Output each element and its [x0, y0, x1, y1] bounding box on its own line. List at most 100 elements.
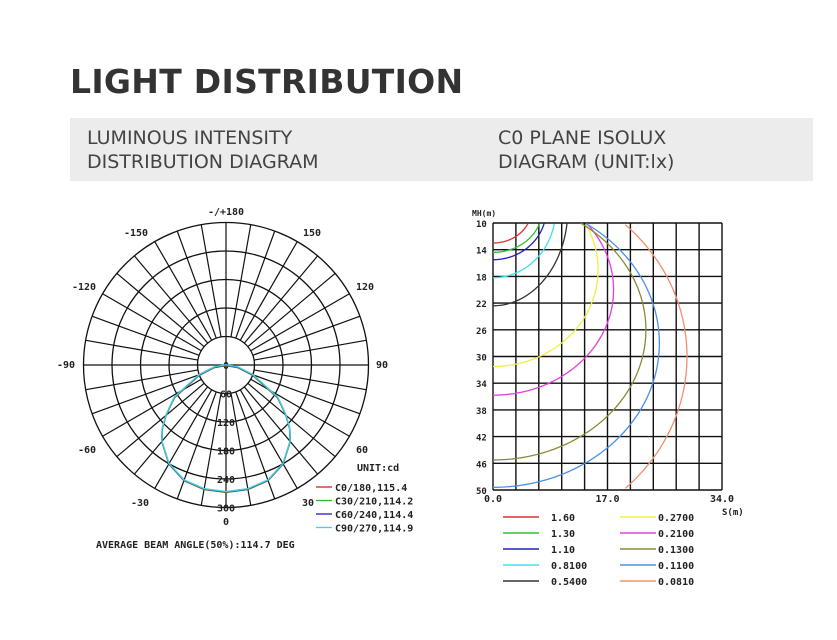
polar-spoke [253, 369, 367, 391]
polar-spoke [247, 382, 336, 458]
polar-spoke [239, 240, 299, 341]
polar-spoke [250, 292, 351, 352]
polar-angle-label: -30 [131, 498, 149, 509]
polar-angle-label: 120 [356, 282, 374, 293]
polar-spoke [176, 230, 217, 339]
page-title: LIGHT DISTRIBUTION [70, 62, 464, 101]
polar-spoke [85, 369, 199, 391]
y-tick-label: 18 [476, 273, 487, 283]
legend-label: 0.2100 [658, 529, 694, 540]
polar-spoke [116, 272, 205, 348]
y-tick-label: 50 [476, 487, 487, 497]
section-header-band: LUMINOUS INTENSITY DISTRIBUTION DIAGRAM C… [70, 118, 813, 181]
y-tick-label: 10 [476, 220, 487, 230]
y-tick-label: 34 [476, 380, 487, 390]
legend-label: C90/270,114.9 [335, 524, 413, 535]
polar-spoke [101, 292, 202, 352]
y-tick-label: 46 [476, 460, 487, 470]
polar-spoke [243, 255, 319, 344]
polar-spoke [235, 391, 276, 500]
x-tick-label: 17.0 [595, 494, 619, 505]
polar-radial-tick: 240 [217, 475, 235, 486]
beam-angle-label: AVERAGE BEAM ANGLE(50%):114.7 DEG [96, 540, 295, 551]
polar-radial-tick: 120 [217, 418, 235, 429]
heading-line: DISTRIBUTION DIAGRAM [87, 151, 319, 173]
polar-radial-tick: 300 [217, 504, 235, 515]
x-axis-label: S(m) [722, 508, 744, 518]
heading-line: C0 PLANE ISOLUX [498, 127, 667, 149]
isolux-contour-1.30 [492, 223, 541, 254]
polar-diagram-heading: LUMINOUS INTENSITY DISTRIBUTION DIAGRAM [87, 126, 387, 174]
polar-spoke [85, 339, 199, 361]
polar-angle-label: -150 [124, 228, 148, 239]
y-tick-label: 22 [476, 300, 487, 310]
polar-radial-tick: 60 [220, 390, 232, 401]
legend-label: 0.1300 [658, 545, 694, 556]
polar-radial-tick: 180 [217, 447, 235, 458]
polar-spoke [253, 339, 367, 361]
y-tick-label: 42 [476, 434, 487, 444]
legend-label: 0.5400 [551, 577, 587, 588]
polar-angle-label: 30 [302, 498, 314, 509]
polar-angle-label: 60 [356, 445, 368, 456]
polar-angle-label: 90 [376, 360, 388, 371]
polar-spoke [252, 315, 361, 356]
legend-label: C30/210,114.2 [335, 497, 413, 508]
isolux-contour-0.5400 [492, 222, 568, 307]
legend-label: 0.0810 [658, 577, 694, 588]
unit-label: UNIT:cd [357, 463, 399, 474]
polar-angle-label: -60 [78, 445, 96, 456]
polar-angle-label: -120 [72, 282, 96, 293]
legend-label: C60/240,114.4 [335, 510, 413, 521]
polar-spoke [200, 392, 222, 506]
heading-line: LUMINOUS INTENSITY [87, 127, 293, 149]
polar-spoke [200, 224, 222, 338]
polar-angle-label: -/+180 [208, 207, 244, 218]
legend-label: C0/180,115.4 [335, 483, 407, 494]
polar-spoke [91, 374, 200, 415]
polar-angle-label: 0 [223, 517, 229, 528]
polar-spoke [230, 392, 252, 506]
isolux-contour-0.2100 [492, 222, 615, 396]
polar-angle-label: 150 [303, 228, 321, 239]
legend-label: 1.60 [551, 513, 575, 524]
intensity-curve-3 [161, 364, 291, 493]
isolux-contour-0.1300 [492, 222, 647, 461]
y-tick-label: 38 [476, 407, 487, 417]
isolux-contour-0.8100 [492, 223, 555, 279]
polar-spoke [133, 255, 209, 344]
polar-spoke [239, 389, 299, 490]
y-tick-label: 26 [476, 327, 487, 337]
polar-spoke [153, 240, 213, 341]
legend-label: 1.10 [551, 545, 575, 556]
isolux-contour-0.2700 [492, 223, 599, 368]
polar-spoke [230, 224, 252, 338]
legend-label: 1.30 [551, 529, 575, 540]
heading-line: DIAGRAM (UNIT:lx) [498, 151, 675, 173]
polar-spoke [235, 230, 276, 339]
polar-spoke [116, 382, 205, 458]
polar-spoke [133, 386, 209, 475]
polar-spoke [252, 374, 361, 415]
isolux-diagram-heading: C0 PLANE ISOLUX DIAGRAM (UNIT:lx) [498, 126, 798, 174]
polar-spoke [176, 391, 217, 500]
legend-label: 0.8100 [551, 561, 587, 572]
x-tick-label: 0.0 [484, 494, 502, 505]
polar-angle-label: -90 [57, 360, 75, 371]
polar-spoke [153, 389, 213, 490]
isolux-contour-0.1100 [492, 223, 661, 488]
polar-radial-tick: 0 [223, 361, 229, 372]
polar-spoke [247, 272, 336, 348]
polar-spoke [91, 315, 200, 356]
isolux-contour-1.10 [492, 223, 545, 261]
y-tick-label: 14 [476, 247, 487, 257]
x-tick-label: 34.0 [710, 494, 734, 505]
legend-label: 0.2700 [658, 513, 694, 524]
y-tick-label: 30 [476, 354, 487, 364]
legend-label: 0.1100 [658, 561, 694, 572]
polar-spoke [243, 386, 319, 475]
isolux-contour-1.60 [492, 222, 529, 244]
isolux-contour-0.0810 [624, 224, 688, 489]
y-axis-label: MH(m) [472, 209, 496, 218]
